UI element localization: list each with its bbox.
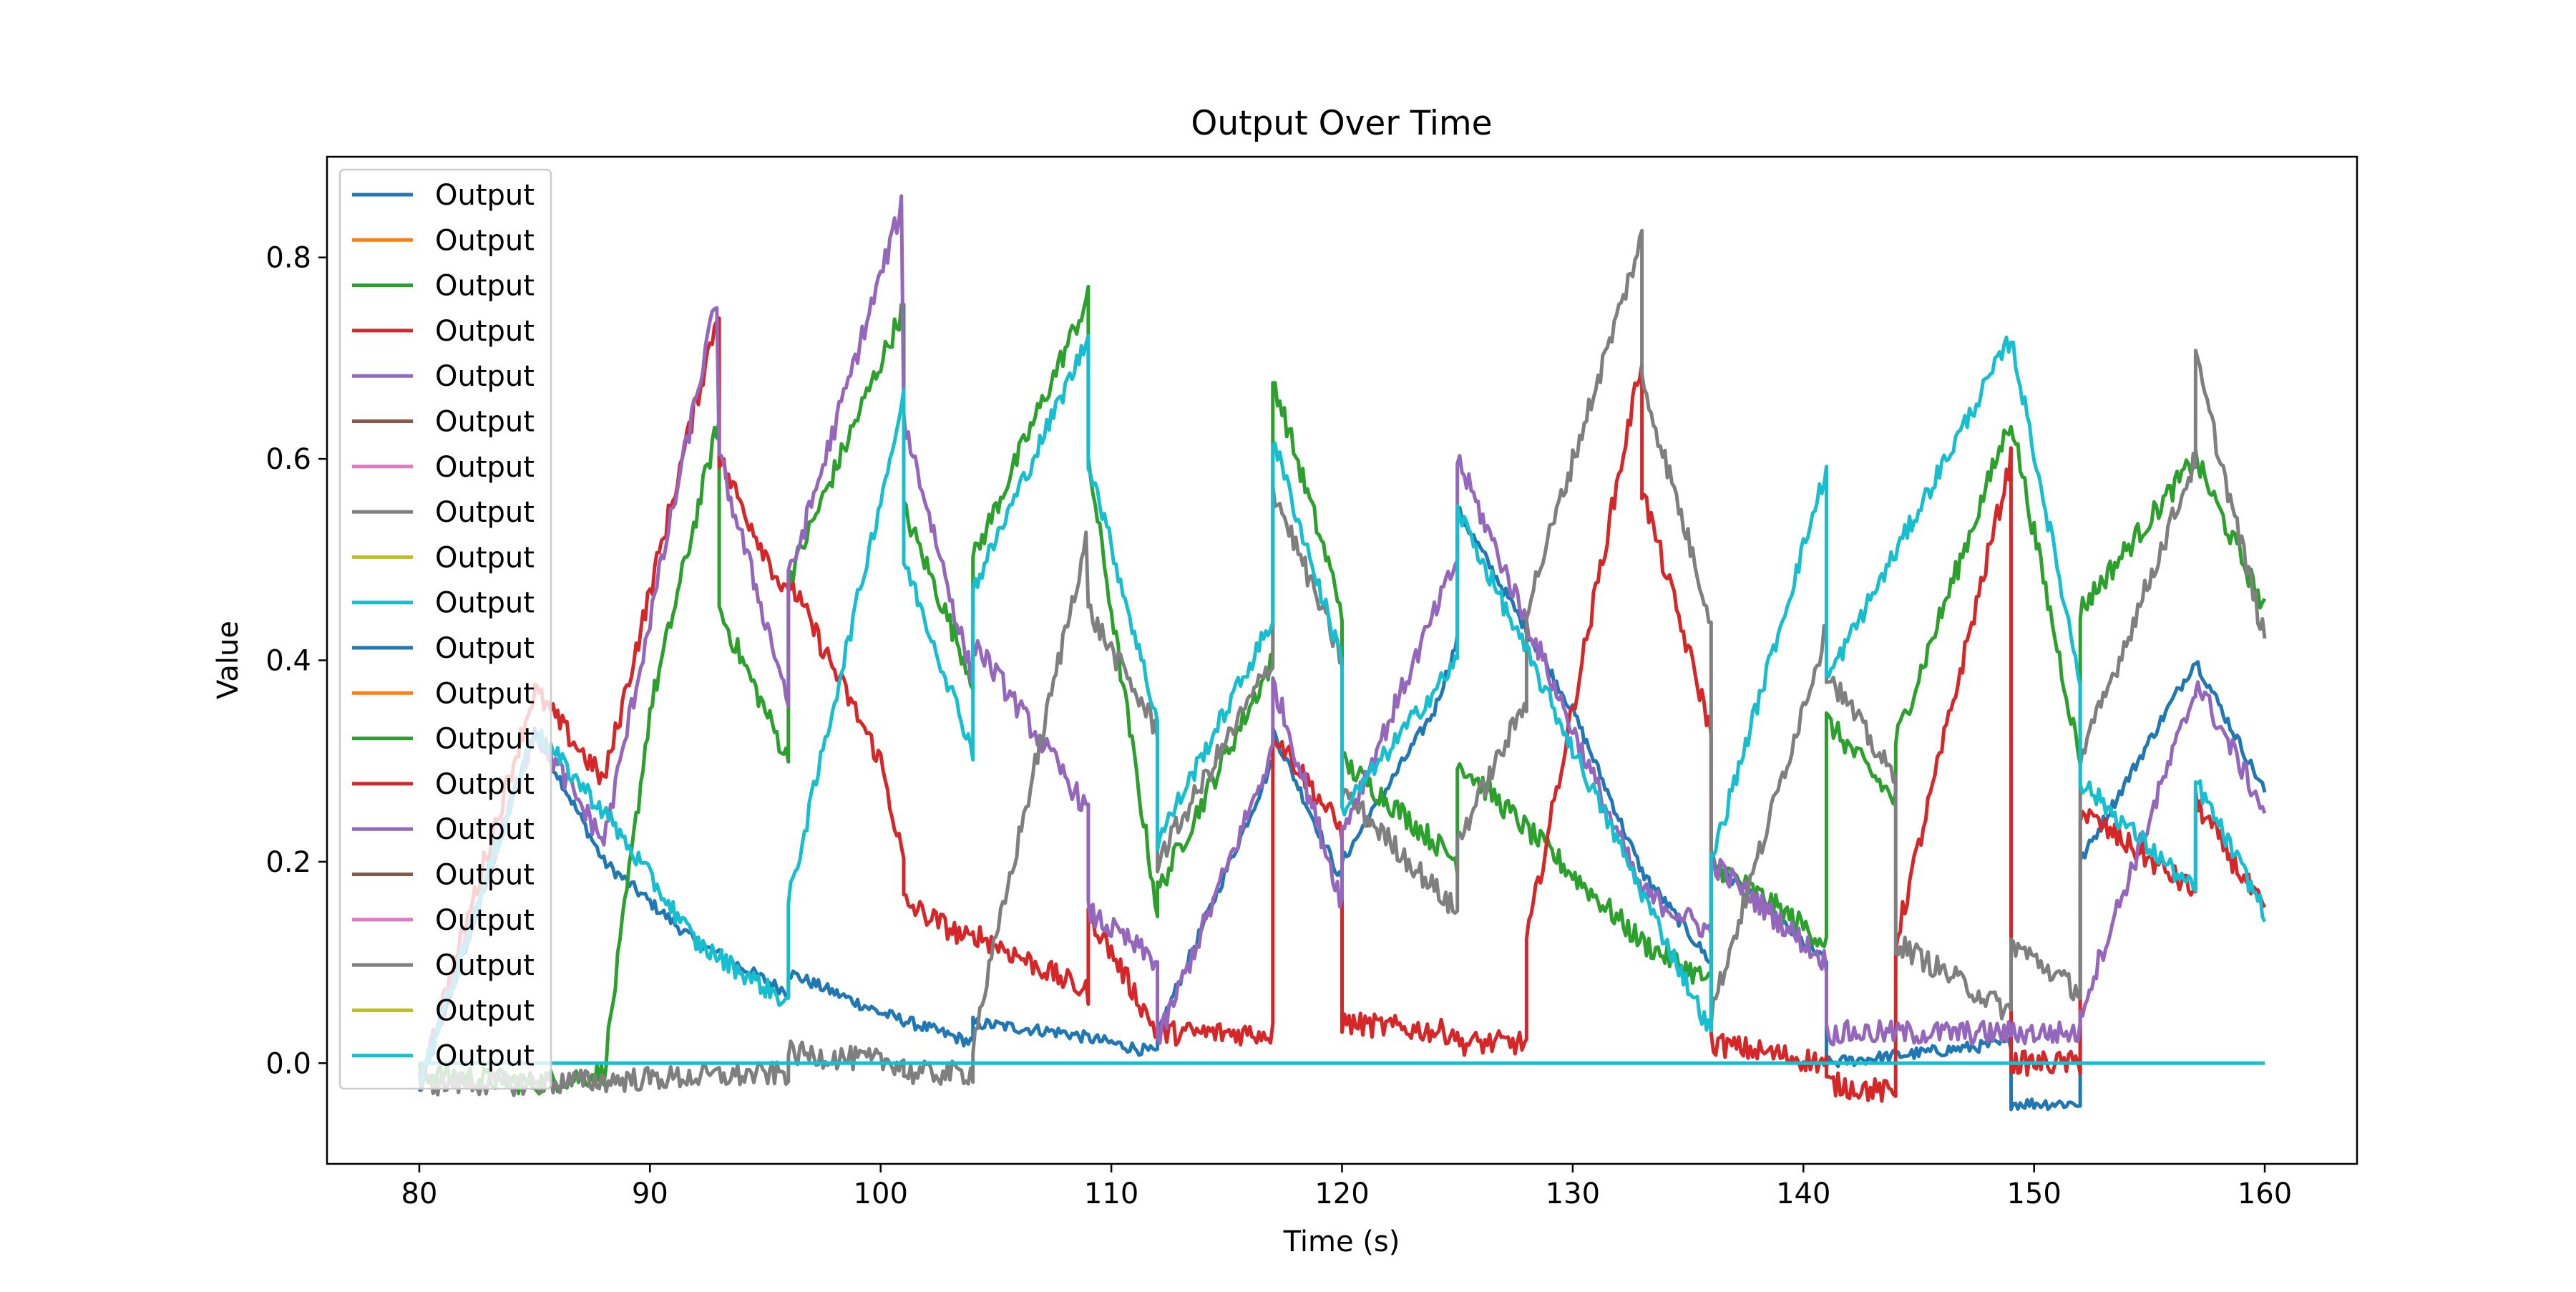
x-tick-label: 120 (1314, 1177, 1369, 1210)
series-layer (417, 194, 2267, 1112)
y-axis-label: Value (212, 621, 245, 699)
y-tick-label: 0.0 (265, 1047, 311, 1080)
x-ticks: 80 90 100 110 120 130 140 150 160 (401, 1164, 2292, 1210)
legend-label: Output (435, 723, 535, 756)
legend-label: Output (435, 496, 535, 529)
series-line-2 (417, 284, 2267, 1096)
series-line-5 (417, 228, 2267, 1097)
legend-label: Output (435, 360, 535, 393)
legend-label: Output (435, 632, 535, 665)
legend-label: Output (435, 406, 535, 439)
x-tick-label: 150 (2006, 1177, 2061, 1210)
series-line-4 (417, 194, 2267, 1078)
legend-label: Output (435, 994, 535, 1027)
x-tick-label: 160 (2238, 1177, 2292, 1210)
legend: Output Output Output Output Output Output Outp… (338, 168, 552, 1090)
series-line-3 (418, 316, 2267, 1103)
legend-label: Output (435, 768, 535, 801)
x-tick-label: 130 (1546, 1177, 1600, 1210)
chart-title: Output Over Time (1191, 104, 1492, 143)
x-tick-label: 90 (632, 1177, 668, 1210)
legend-label: Output (435, 315, 535, 348)
x-tick-label: 80 (401, 1177, 438, 1210)
x-tick-label: 110 (1084, 1177, 1138, 1210)
y-tick-label: 0.8 (265, 242, 311, 275)
series-line-6 (417, 334, 2267, 1084)
legend-label: Output (435, 451, 535, 484)
y-ticks: 0.0 0.2 0.4 0.6 0.8 (265, 242, 327, 1080)
legend-label: Output (435, 179, 535, 212)
y-tick-label: 0.2 (265, 846, 311, 879)
x-axis-label: Time (s) (1283, 1225, 1400, 1258)
legend-label: Output (435, 541, 535, 574)
y-tick-label: 0.4 (265, 645, 311, 678)
legend-label: Output (435, 813, 535, 846)
legend-label: Output (435, 587, 535, 620)
legend-label: Output (435, 224, 535, 257)
legend-label: Output (435, 677, 535, 710)
legend-label: Output (435, 949, 535, 982)
x-tick-label: 100 (854, 1177, 908, 1210)
legend-label: Output (435, 859, 535, 892)
x-tick-label: 140 (1776, 1177, 1830, 1210)
legend-box (338, 168, 552, 1090)
legend-label: Output (435, 1040, 535, 1073)
y-tick-label: 0.6 (265, 443, 311, 476)
legend-label: Output (435, 270, 535, 303)
legend-label: Output (435, 904, 535, 937)
